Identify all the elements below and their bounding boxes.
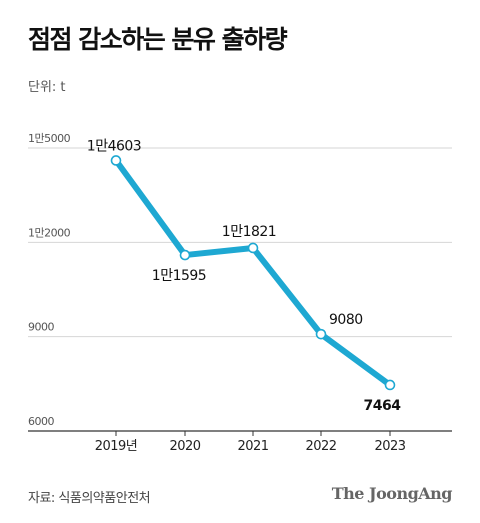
data-label: 1만1821 [222, 224, 276, 240]
data-label: 7464 [364, 398, 402, 414]
y-tick-label: 6000 [28, 415, 54, 428]
data-point [384, 379, 396, 391]
data-label: 1만1595 [152, 268, 206, 284]
y-tick-label: 1만5000 [28, 132, 71, 145]
unit-label: 단위: t [28, 80, 66, 95]
x-tick-label: 2020 [169, 439, 200, 454]
source-note: 자료: 식품의약품안전처 [28, 491, 151, 506]
x-tick-label: 2021 [237, 439, 268, 454]
brand-logo: The JoongAng [331, 484, 453, 503]
x-tick-label: 2019년 [95, 439, 138, 454]
x-tick-label: 2022 [305, 439, 336, 454]
y-tick-label: 9000 [28, 321, 54, 334]
data-point [315, 328, 327, 340]
data-label: 9080 [329, 312, 363, 328]
x-tick-label: 2023 [374, 439, 405, 454]
data-label: 1만4603 [87, 138, 141, 154]
chart-title: 점점 감소하는 분유 출하량 [28, 25, 288, 54]
data-point [179, 249, 191, 261]
data-point [247, 242, 259, 254]
y-tick-label: 1만2000 [28, 226, 71, 239]
data-point [110, 155, 122, 166]
